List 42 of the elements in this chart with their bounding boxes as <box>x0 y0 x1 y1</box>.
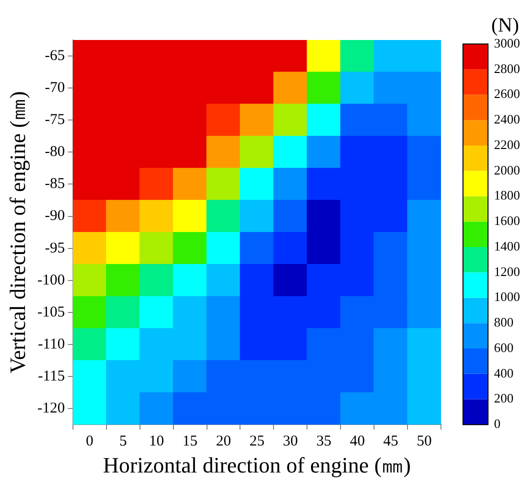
color-bar-label: 0 <box>494 416 500 432</box>
y-tick-label: -115 <box>38 368 65 384</box>
color-bar-title: (N) <box>491 14 519 36</box>
color-bar-label: 200 <box>494 390 514 406</box>
color-bar-label: 1200 <box>494 264 520 279</box>
x-tick-label: 35 <box>316 434 332 450</box>
x-tick-label: 40 <box>350 434 365 450</box>
y-tick-label: -85 <box>44 176 65 192</box>
color-bar-label: 2600 <box>494 86 520 102</box>
y-tick-label: -75 <box>44 112 65 128</box>
color-bar-label: 800 <box>494 314 514 330</box>
y-tick-label: -65 <box>44 48 65 64</box>
y-tick-label: -105 <box>37 304 65 320</box>
x-tick-label: 30 <box>282 434 298 450</box>
y-tick-label: -90 <box>44 208 65 224</box>
color-bar-label: 1400 <box>494 238 520 254</box>
x-tick-label: 15 <box>182 434 198 450</box>
x-tick-label: 10 <box>149 434 164 450</box>
y-tick-label: -100 <box>37 272 65 288</box>
color-bar-label: 2800 <box>494 60 520 76</box>
y-tick-label: -95 <box>44 240 65 256</box>
color-bar-label: 3000 <box>494 35 520 50</box>
x-tick-label: 0 <box>86 434 94 450</box>
color-bar-label: 400 <box>494 365 514 380</box>
x-axis-title: Horizontal direction of engine (㎜) <box>102 452 411 478</box>
x-tick-label: 5 <box>119 434 127 450</box>
color-bar-label: 600 <box>494 340 514 355</box>
y-tick-label: -120 <box>37 400 65 417</box>
x-tick-label: 45 <box>383 434 398 450</box>
y-tick-label: -70 <box>44 80 65 96</box>
color-bar-label: 1000 <box>494 289 520 304</box>
color-bar-label: 2400 <box>494 112 520 127</box>
color-bar-label: 2000 <box>494 162 520 178</box>
y-tick-label: -110 <box>38 336 65 352</box>
x-tick-label: 25 <box>249 434 264 450</box>
color-bar-label: 1800 <box>494 188 520 203</box>
color-bar-label: 2200 <box>494 136 520 152</box>
y-axis-title: Vertical direction of engine (㎜) <box>4 91 30 374</box>
color-bar-label: 1600 <box>494 213 520 228</box>
x-tick-label: 50 <box>416 434 432 450</box>
x-tick-label: 20 <box>216 434 231 450</box>
y-tick-label: -80 <box>44 144 65 160</box>
